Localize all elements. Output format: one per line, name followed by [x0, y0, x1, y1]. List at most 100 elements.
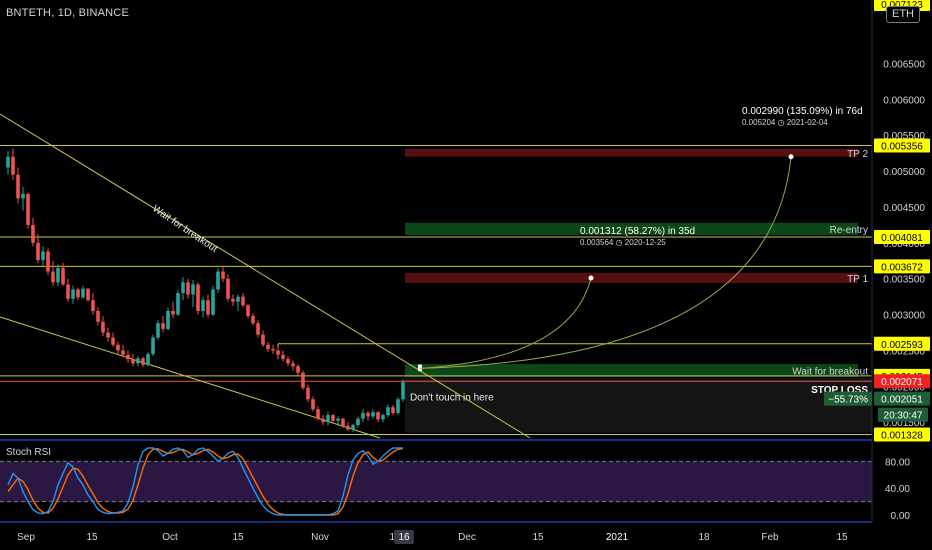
candle: [331, 413, 335, 424]
candle-body: [91, 300, 95, 312]
candle-body: [286, 359, 290, 364]
zone-label-0: TP 2: [847, 149, 868, 160]
candle: [181, 277, 185, 301]
candle-body: [166, 311, 170, 329]
candle: [76, 287, 80, 301]
candle-body: [26, 194, 30, 225]
candle-body: [266, 344, 270, 350]
candle-body: [226, 278, 230, 299]
candle-body: [51, 271, 55, 283]
main-pane[interactable]: TP 2 Re-entry TP 1 Wait for breakout Don't t…: [0, 106, 872, 439]
time-tick: 15: [532, 532, 544, 543]
candle: [61, 262, 65, 286]
candle-body: [106, 332, 110, 338]
time-marker: [394, 530, 414, 544]
candle-body: [216, 271, 220, 290]
zone-3: [405, 364, 858, 378]
candle: [106, 327, 110, 342]
candle-body: [136, 358, 140, 364]
candle: [116, 341, 120, 355]
candle-body: [296, 366, 300, 373]
projection-curve-0: [419, 156, 792, 369]
candle-body: [186, 282, 190, 295]
candle-body: [241, 296, 245, 306]
candle: [216, 267, 220, 294]
candle: [101, 316, 105, 337]
candle-body: [146, 354, 150, 365]
candle: [306, 384, 310, 403]
candle: [246, 303, 250, 319]
no-trade-label: Don't touch in here: [410, 392, 494, 403]
candle-body: [371, 412, 375, 417]
time-tick: Feb: [761, 532, 779, 543]
price-label-box-6: [874, 374, 930, 389]
price-tick: 0.006500: [883, 59, 925, 70]
price-tick: 0.003500: [883, 275, 925, 286]
candle-body: [346, 425, 350, 430]
price-label-7: 0.002051: [881, 395, 923, 406]
candle-body: [256, 323, 260, 335]
candle: [156, 320, 160, 340]
candle: [121, 344, 125, 358]
stoch-rsi-pane[interactable]: [0, 439, 872, 523]
candle-body: [211, 289, 215, 315]
candle: [191, 280, 195, 308]
candle-body: [351, 425, 355, 430]
candle: [296, 364, 300, 376]
candle-body: [6, 156, 10, 168]
trendline-upper: [0, 113, 531, 439]
candle-body: [321, 418, 325, 423]
projection-sub-1: 0.003564 ◷ 2020-12-25: [580, 238, 666, 247]
candle-body: [316, 409, 320, 419]
candle: [16, 167, 20, 204]
candle: [91, 293, 95, 315]
candle: [356, 416, 360, 428]
candle-body: [111, 337, 115, 345]
price-label-1: 0.005356: [881, 142, 923, 153]
currency-button[interactable]: ETH: [886, 6, 920, 23]
time-tick: 15: [86, 532, 98, 543]
candle: [56, 264, 60, 286]
candle: [321, 415, 325, 426]
candle-body: [56, 267, 60, 283]
candle-body: [236, 296, 240, 302]
time-tick: 15: [232, 532, 244, 543]
price-tick: 0.005000: [883, 167, 925, 178]
time-axis[interactable]: Sep15Oct15Nov16Dec15202118Feb1516: [17, 530, 848, 544]
candle: [46, 248, 50, 276]
price-tick: 0.005500: [883, 131, 925, 142]
candle: [176, 289, 180, 317]
candle-body: [306, 387, 310, 400]
candle: [256, 320, 260, 338]
indicator-label: Stoch RSI: [6, 447, 52, 458]
candle: [381, 413, 385, 423]
change-label: −55.73%: [828, 395, 868, 406]
candle-body: [291, 363, 295, 367]
price-label-box-2: [874, 230, 930, 245]
price-label-4: 0.002593: [881, 340, 923, 351]
candle: [21, 186, 25, 211]
candle-body: [391, 407, 395, 413]
zone-label-2: TP 1: [847, 274, 868, 285]
candle: [141, 356, 145, 367]
candle: [336, 416, 340, 426]
candle-body: [16, 174, 20, 199]
candle: [221, 265, 225, 283]
change-box: [824, 391, 872, 406]
candle: [261, 330, 265, 347]
candle: [111, 332, 115, 347]
zone-1: [405, 222, 858, 235]
candle-body: [81, 288, 85, 298]
price-axis[interactable]: 0.006500 0.006000 0.005500 0.005000 0.004500…: [824, 0, 930, 522]
candle: [396, 397, 400, 416]
candle: [31, 217, 35, 247]
candle-body: [156, 323, 160, 338]
candle: [291, 360, 295, 371]
candle: [311, 396, 315, 412]
time-tick: Sep: [17, 532, 35, 543]
candle-body: [71, 289, 75, 299]
rsi-tick: 0.00: [891, 511, 911, 522]
candle-body: [221, 271, 225, 279]
candle-body: [101, 321, 105, 333]
